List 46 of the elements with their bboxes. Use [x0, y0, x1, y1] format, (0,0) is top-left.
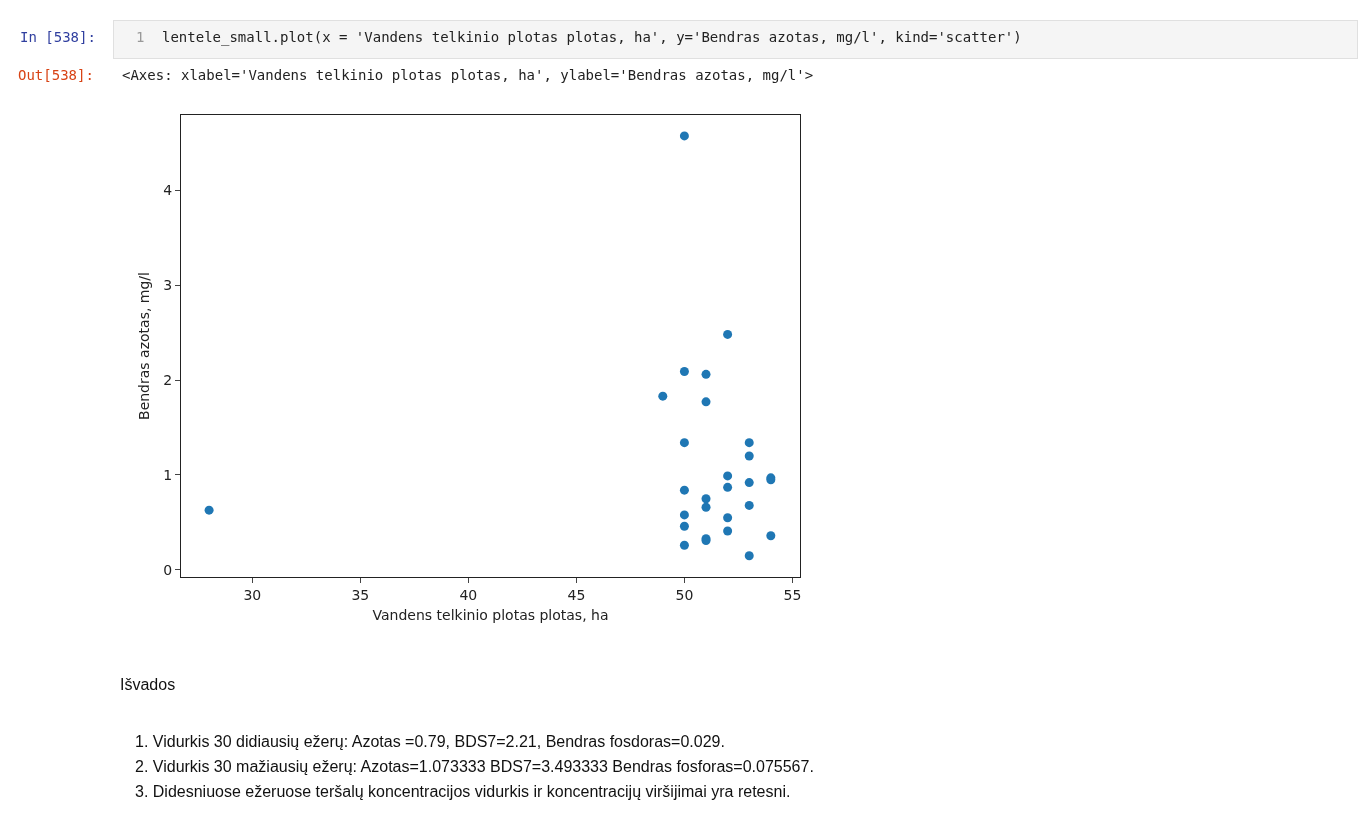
text: 1 — [136, 29, 145, 45]
y-tick-label: 3 — [163, 276, 173, 293]
point — [723, 513, 733, 523]
point — [744, 478, 754, 488]
point — [679, 540, 689, 550]
point — [679, 485, 689, 495]
point — [679, 510, 689, 520]
point — [723, 526, 733, 536]
text: 2. Vidurkis 30 mažiausių ežerų: Azotas=1.073333 BDS7=3.493333 Bendras fosforas=0.075567. — [135, 758, 814, 776]
point — [744, 551, 754, 561]
x-tick-label: 50 — [675, 586, 694, 603]
point — [723, 471, 733, 481]
y-tick-label: 2 — [163, 371, 173, 388]
y-tick-label: 0 — [163, 561, 173, 578]
point — [744, 451, 754, 461]
y-tick-label: 4 — [163, 181, 173, 198]
point — [679, 366, 689, 376]
text: <Axes: xlabel='Vandens telkinio plotas plotas, ha', ylabel='Bendras azotas, mg/l'> — [122, 67, 814, 83]
text: Išvados — [120, 676, 176, 694]
x-axis-title: Vandens telkinio plotas plotas, ha — [372, 607, 609, 624]
point — [658, 391, 668, 401]
point — [701, 369, 711, 379]
x-tick-label: 55 — [783, 586, 802, 603]
point — [679, 438, 689, 448]
point — [701, 397, 711, 407]
point — [723, 482, 733, 492]
point — [679, 131, 689, 141]
point — [744, 500, 754, 510]
y-axis-title: Bendras azotas, mg/l — [135, 272, 152, 420]
text: Out[538]: — [18, 67, 94, 83]
text: 3. Didesniuose ežeruose teršalų koncentracijos vidurkis ir koncentracijų viršijimai yra retesni. — [135, 783, 791, 801]
x-tick-label: 45 — [567, 586, 586, 603]
text: lentele_small.plot(x = 'Vandens telkinio plotas plotas, ha', y='Bendras azotas, mg/l', kind='scatter') — [162, 29, 1022, 45]
text: In [538]: — [20, 29, 96, 45]
point — [723, 329, 733, 339]
x-tick-label: 40 — [459, 586, 478, 603]
point — [766, 531, 776, 541]
point — [701, 502, 711, 512]
point — [701, 494, 711, 504]
x-tick-label: 35 — [351, 586, 370, 603]
point — [204, 505, 214, 515]
y-tick-label: 1 — [163, 466, 173, 483]
x-tick-label: 30 — [243, 586, 262, 603]
point — [679, 521, 689, 531]
point — [744, 438, 754, 448]
text: 1. Vidurkis 30 didiausių ežerų: Azotas =0.79, BDS7=2.21, Bendras fosdoras=0.029. — [135, 733, 725, 751]
